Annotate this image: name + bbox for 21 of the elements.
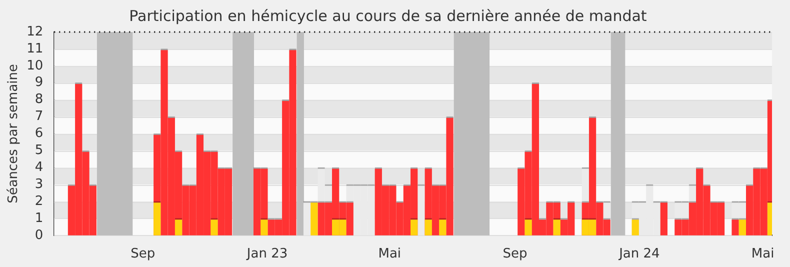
x-tick-label: Jan 23: [246, 246, 288, 262]
y-tick-label: 11: [26, 41, 44, 56]
y-tick-label: 7: [34, 109, 44, 124]
y-tick-label: 9: [34, 75, 44, 90]
y-tick-label: 1: [34, 210, 44, 226]
chart-title: Participation en hémicycle au cours de sa dernière année de mandat: [129, 6, 647, 25]
y-tick-label: 4: [34, 160, 44, 175]
y-tick-label: 12: [26, 24, 44, 40]
x-tick-label: Jan 24: [618, 246, 660, 262]
y-tick-label: 5: [34, 143, 44, 158]
y-tick-label: 0: [34, 228, 44, 243]
x-tick-label: Sep: [502, 246, 528, 262]
x-tick-label: Mai: [751, 246, 774, 262]
y-tick-label: 8: [34, 92, 44, 108]
y-tick-label: 2: [34, 194, 44, 209]
y-axis-title: Séances par semaine: [6, 64, 22, 204]
y-tick-label: 3: [34, 176, 44, 192]
y-tick-label: 10: [26, 58, 44, 74]
x-tick-label: Sep: [130, 246, 156, 262]
y-tick-label: 6: [34, 126, 44, 142]
x-tick-label: Mai: [378, 246, 402, 262]
